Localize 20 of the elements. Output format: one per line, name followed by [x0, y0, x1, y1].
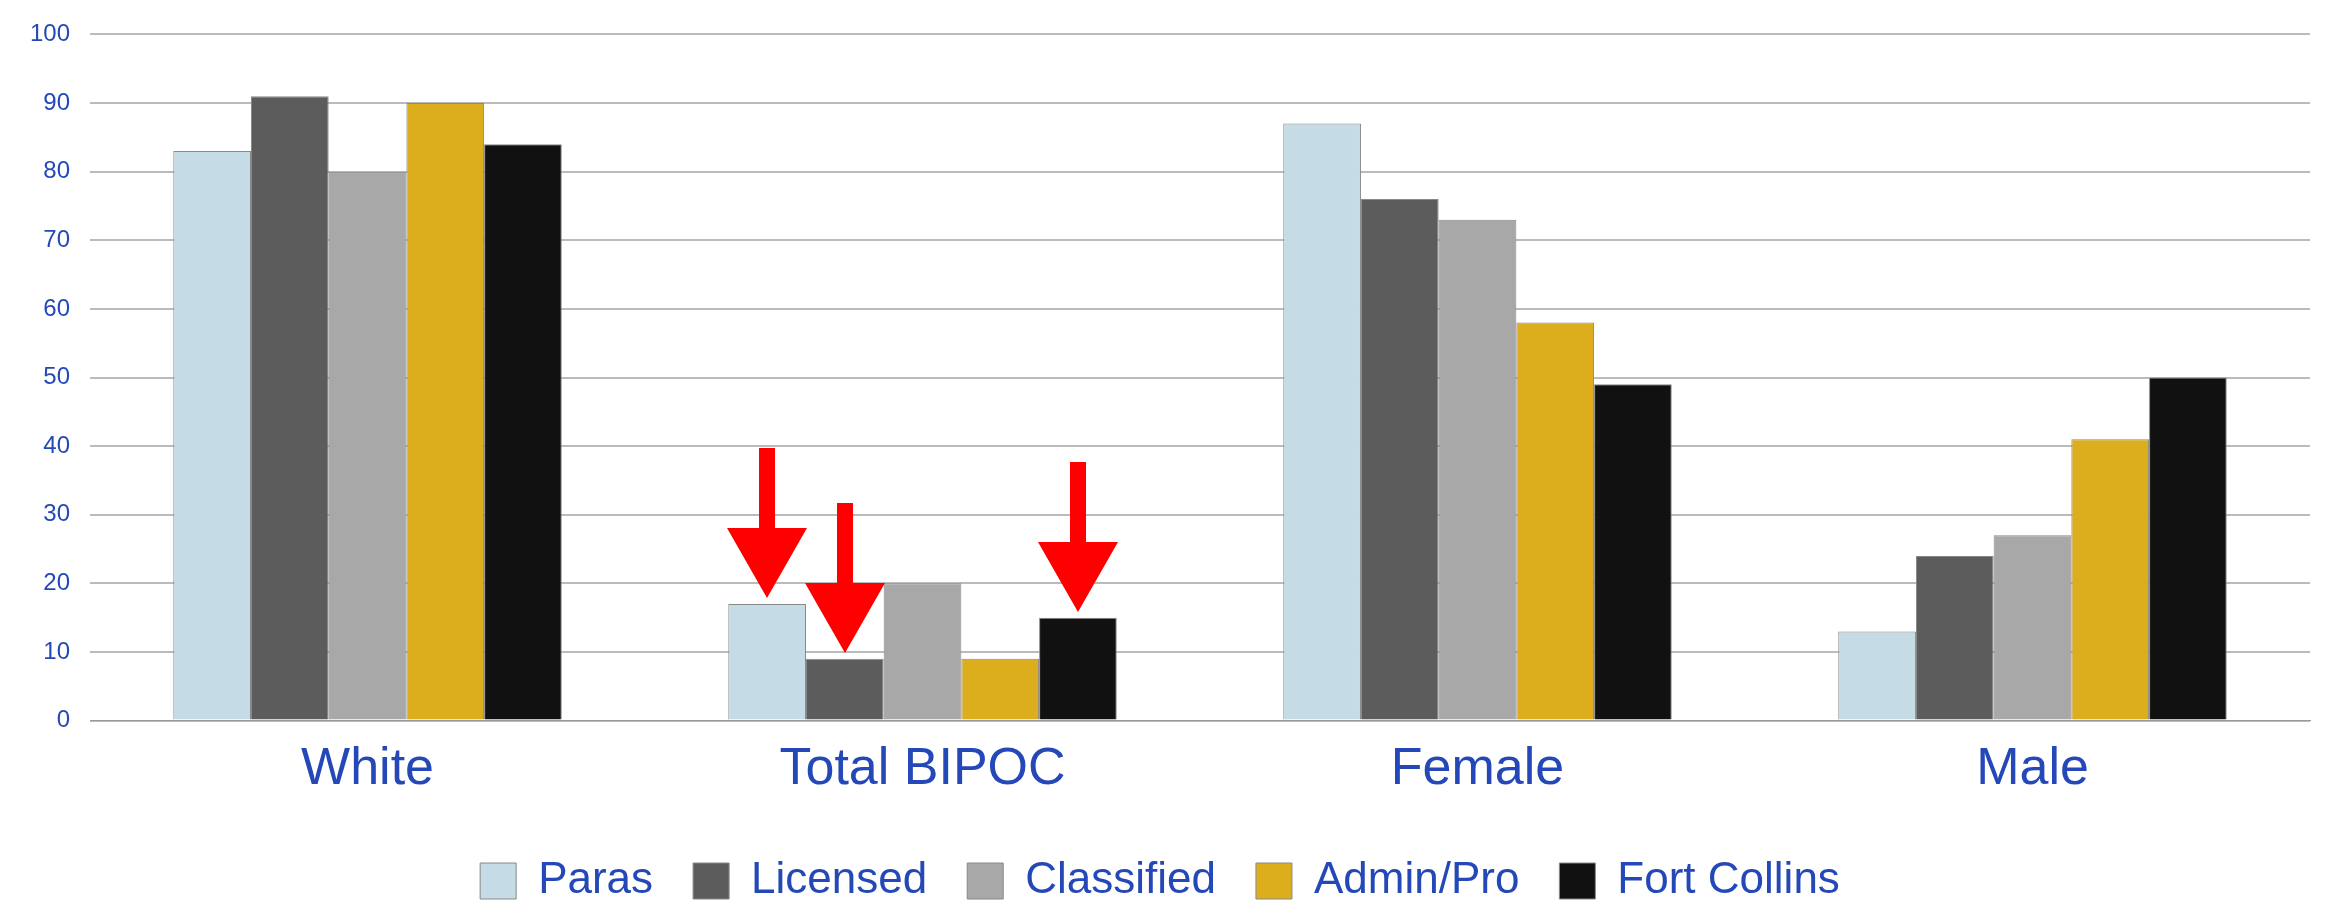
y-tick-label: 70 — [43, 224, 71, 252]
x-tick-label: White — [301, 737, 434, 796]
legend-label: Fort Collins — [1617, 853, 1840, 903]
legend-label: Classified — [1025, 853, 1216, 903]
y-tick-label: 60 — [43, 293, 71, 321]
y-tick-label: 50 — [43, 362, 71, 390]
y-tick-label: 90 — [43, 87, 71, 115]
y-tick-label: 40 — [43, 430, 71, 458]
y-tick-label: 20 — [43, 567, 71, 595]
legend-label: Admin/Pro — [1313, 853, 1520, 903]
y-tick-label: 0 — [56, 705, 71, 733]
y-tick-label: 80 — [43, 156, 71, 184]
x-tick-label: Female — [1390, 737, 1565, 796]
x-tick-label: Total BIPOC — [779, 737, 1066, 796]
x-tick-label: Male — [1976, 737, 2089, 796]
y-tick-label: 30 — [43, 499, 71, 527]
legend-label: Licensed — [751, 853, 928, 903]
legend-label: Paras — [538, 853, 654, 903]
y-tick-label: 10 — [43, 636, 71, 664]
y-tick-label: 100 — [30, 19, 71, 47]
